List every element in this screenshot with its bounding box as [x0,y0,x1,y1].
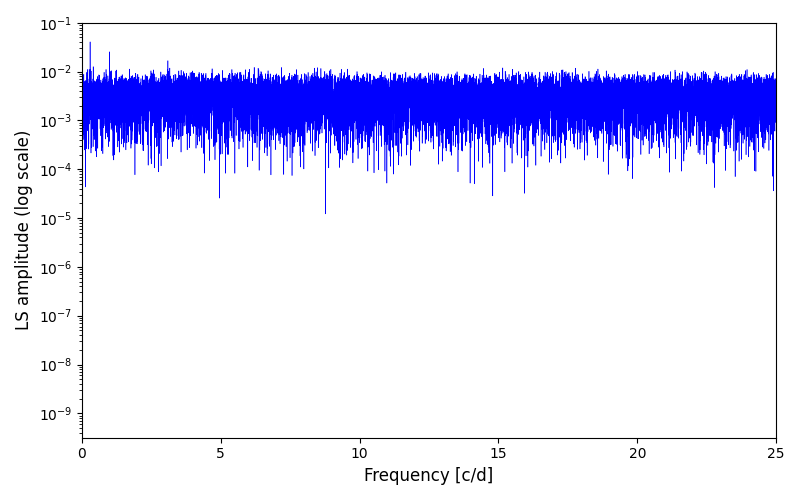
X-axis label: Frequency [c/d]: Frequency [c/d] [364,467,494,485]
Y-axis label: LS amplitude (log scale): LS amplitude (log scale) [15,130,33,330]
